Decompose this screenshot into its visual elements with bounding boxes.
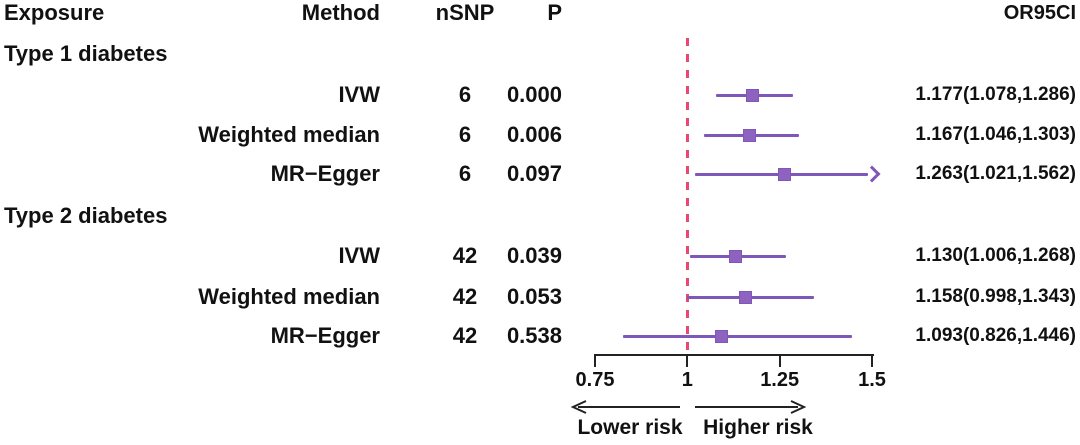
nsnp-cell: 6 <box>458 82 472 107</box>
table-row: MR−Egger 42 0.538 1.093(0.826,1.446) <box>0 323 1080 349</box>
nsnp-cell: 6 <box>458 122 472 147</box>
p-cell: 0.006 <box>506 122 562 147</box>
or95ci-cell: 1.167(1.046,1.303) <box>915 124 1076 145</box>
p-cell: 0.039 <box>506 243 562 268</box>
or-marker <box>746 88 760 102</box>
exposure-column-header: Exposure <box>4 0 105 25</box>
x-axis-tick <box>778 354 781 367</box>
or-marker <box>715 329 729 343</box>
table-row: IVW 42 0.039 1.130(1.006,1.268) <box>0 243 1080 269</box>
method-cell: MR−Egger <box>270 323 380 348</box>
or95ci-cell: 1.158(0.998,1.343) <box>915 286 1076 307</box>
exposure-group-label: Type 1 diabetes <box>4 41 168 66</box>
x-axis-tick <box>686 354 689 367</box>
table-row: Weighted median 42 0.053 1.158(0.998,1.3… <box>0 284 1080 310</box>
x-axis-tick-label: 1 <box>681 369 693 391</box>
method-cell: IVW <box>338 243 380 268</box>
x-axis: 0.75 1 1.25 1.5 <box>576 354 886 404</box>
or95ci-cell: 1.093(0.826,1.446) <box>915 325 1076 346</box>
p-cell: 0.538 <box>506 323 562 348</box>
or-marker <box>742 128 756 142</box>
nsnp-cell: 42 <box>452 284 478 309</box>
or95ci-cell: 1.263(1.021,1.562) <box>915 163 1076 184</box>
p-cell: 0.053 <box>506 284 562 309</box>
x-axis-line <box>595 354 874 356</box>
higher-risk-label: Higher risk <box>703 416 813 439</box>
x-axis-tick-label: 0.75 <box>575 369 615 391</box>
method-cell: MR−Egger <box>270 161 380 186</box>
left-arrow-icon <box>570 400 680 414</box>
nsnp-cell: 42 <box>452 243 478 268</box>
table-row: MR−Egger 6 0.097 1.263(1.021,1.562) <box>0 161 1080 187</box>
or-marker <box>777 167 791 181</box>
or95ci-cell: 1.130(1.006,1.268) <box>915 245 1076 266</box>
table-row: Weighted median 6 0.006 1.167(1.046,1.30… <box>0 122 1080 148</box>
column-header-row: Exposure Method nSNP P OR95CI <box>0 0 1080 26</box>
nsnp-cell: 6 <box>458 161 472 186</box>
method-cell: IVW <box>338 82 380 107</box>
or-marker <box>728 249 742 263</box>
ci-line <box>623 334 853 338</box>
right-arrow-icon <box>695 400 807 414</box>
group-row-type1: Type 1 diabetes <box>0 41 1080 67</box>
nsnp-cell: 42 <box>452 323 478 348</box>
or-marker <box>739 290 753 304</box>
method-column-header: Method <box>301 0 380 25</box>
exposure-group-label: Type 2 diabetes <box>4 203 168 228</box>
x-axis-tick-label: 1.5 <box>858 369 886 391</box>
forest-plot-area <box>595 38 881 354</box>
x-axis-tick <box>594 354 596 367</box>
x-axis-tick-label: 1.25 <box>760 369 800 391</box>
nsnp-column-header: nSNP <box>435 0 495 25</box>
group-row-type2: Type 2 diabetes <box>0 203 1080 229</box>
lower-risk-label: Lower risk <box>577 416 683 439</box>
table-row: IVW 6 0.000 1.177(1.078,1.286) <box>0 82 1080 108</box>
p-cell: 0.097 <box>506 161 562 186</box>
or95ci-column-header: OR95CI <box>1003 2 1076 24</box>
or95ci-cell: 1.177(1.078,1.286) <box>915 84 1076 105</box>
x-axis-tick <box>870 354 873 367</box>
p-cell: 0.000 <box>506 82 562 107</box>
p-column-header: P <box>547 0 562 25</box>
method-cell: Weighted median <box>198 122 380 147</box>
reference-line <box>685 38 689 354</box>
method-cell: Weighted median <box>198 284 380 309</box>
